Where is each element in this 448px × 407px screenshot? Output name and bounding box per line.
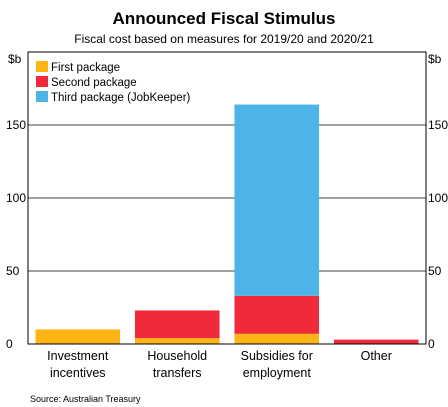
legend-label: Second package: [51, 77, 137, 89]
bar-segment-series-1-cat-1: [134, 310, 220, 339]
x-category-label: Household: [147, 349, 207, 363]
bar-segment-series-1-cat-2: [234, 295, 320, 334]
bar-segment-series-0-cat-0: [35, 329, 121, 344]
x-category-label: Other: [361, 349, 392, 363]
bars: [35, 104, 419, 344]
gridlines: [28, 124, 426, 272]
legend-swatch: [36, 91, 48, 102]
y-axis-label-left: $b: [8, 52, 22, 66]
bar-segment-series-0-cat-1: [134, 338, 220, 344]
x-category-label: incentives: [50, 366, 106, 380]
y-tick-label-right: 100: [428, 191, 448, 205]
x-categories: Investment incentives Household transfers Su…: [47, 349, 392, 380]
bar-segment-series-1-cat-3: [333, 339, 419, 344]
bar-segment-series-0-cat-2: [234, 333, 320, 344]
y-ticks: 0 0 50 50 100 100 150 150: [6, 118, 448, 351]
y-tick-label-left: 0: [6, 337, 13, 351]
chart-subtitle: Fiscal cost based on measures for 2019/2…: [74, 32, 374, 46]
x-category-label: Subsidies for: [241, 349, 313, 363]
y-tick-label-right: 50: [428, 264, 442, 278]
source-note: Source: Australian Treasury: [30, 394, 141, 404]
plot-frame: [27, 51, 427, 345]
chart-title: Announced Fiscal Stimulus: [113, 9, 336, 28]
legend-label: Third package (JobKeeper): [51, 92, 191, 104]
x-category-label: Investment: [47, 349, 109, 363]
y-tick-label-left: 100: [6, 191, 26, 205]
legend: First package Second package Third package…: [36, 61, 191, 104]
legend-swatch: [36, 76, 48, 87]
x-category-label: employment: [243, 366, 312, 380]
y-tick-label-left: 50: [6, 264, 20, 278]
y-tick-label-right: 150: [428, 118, 448, 132]
y-tick-label-right: 0: [428, 337, 435, 351]
legend-swatch: [36, 61, 48, 72]
y-axis-label-right: $b: [428, 52, 442, 66]
legend-label: First package: [51, 62, 120, 74]
x-category-label: transfers: [153, 366, 202, 380]
bar-segment-series-2-cat-2: [234, 104, 320, 296]
y-tick-label-left: 150: [6, 118, 26, 132]
